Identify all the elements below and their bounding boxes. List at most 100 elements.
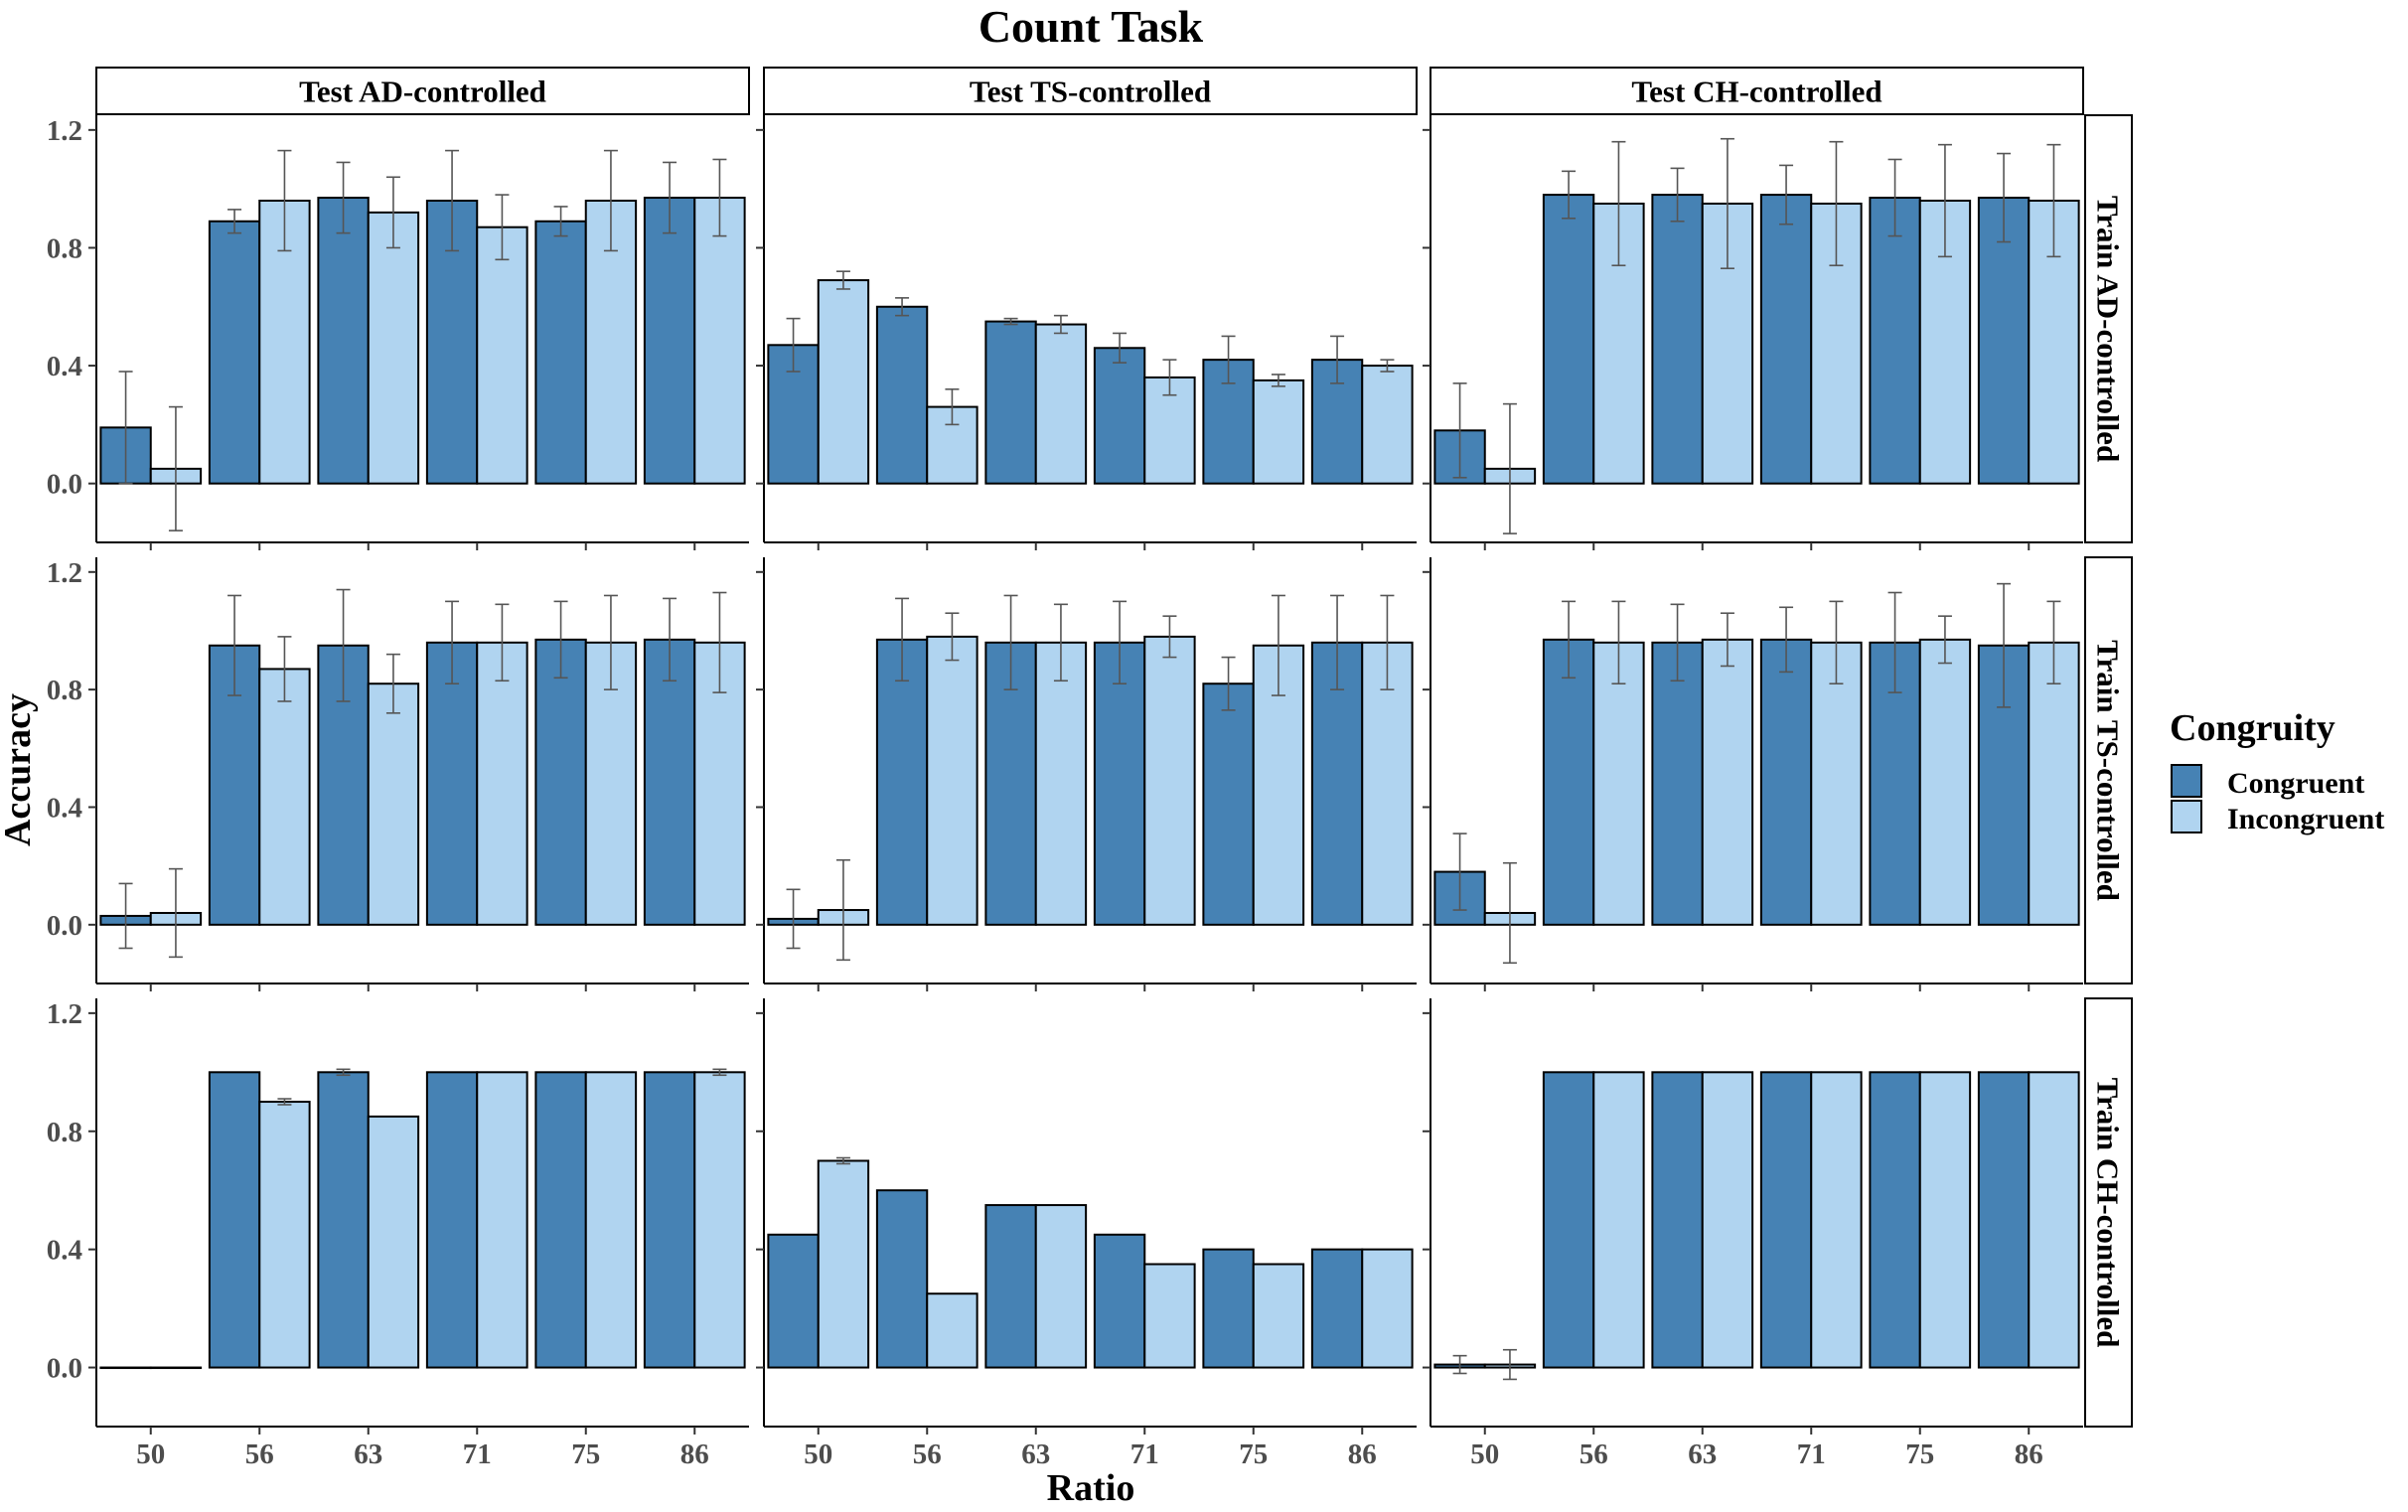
y-axis-r1-c2 bbox=[1423, 557, 1431, 983]
error-bar-congruent-56 bbox=[895, 597, 910, 682]
x-axis-r2-c0: 50 56 63 71 75 86 bbox=[96, 1426, 749, 1470]
col-strip-test-ad-controlled: Test AD-controlled bbox=[95, 67, 750, 115]
error-bar-incongruent-56 bbox=[945, 387, 960, 426]
bar-incongruent-71 bbox=[476, 226, 528, 485]
x-tick-label-86: 86 bbox=[1348, 1438, 1377, 1470]
error-bar-congruent-56 bbox=[227, 594, 242, 696]
y-tick-label: 0.0 bbox=[47, 1353, 82, 1385]
bar-congruent-50 bbox=[99, 1366, 152, 1370]
bar-congruent-50 bbox=[767, 1233, 820, 1369]
x-axis-r0-c1 bbox=[764, 541, 1417, 550]
panel-train-ch-controlled-test-ch-controlled bbox=[1433, 1071, 2080, 1381]
bar-congruent-75 bbox=[1202, 682, 1255, 926]
bar-incongruent-86 bbox=[2028, 1071, 2080, 1369]
bar-congruent-56 bbox=[875, 305, 929, 485]
bar-congruent-86 bbox=[1977, 197, 2031, 485]
x-tick-label-50: 50 bbox=[804, 1438, 832, 1470]
bar-incongruent-63 bbox=[1701, 638, 1754, 926]
x-tick-label-86: 86 bbox=[2015, 1438, 2043, 1470]
bar-incongruent-75 bbox=[1252, 378, 1305, 485]
bar-congruent-86 bbox=[1310, 1248, 1364, 1369]
y-axis-r1-c0: 0.0 0.4 0.8 1.2 bbox=[47, 557, 97, 983]
bar-incongruent-86 bbox=[693, 197, 746, 485]
error-bar-congruent-86 bbox=[1997, 582, 2012, 708]
bar-incongruent-63 bbox=[367, 682, 420, 926]
x-tick-label-71: 71 bbox=[463, 1438, 492, 1470]
error-bar-congruent-86 bbox=[1997, 152, 2012, 243]
bar-congruent-75 bbox=[1869, 197, 1921, 485]
error-bar-incongruent-63 bbox=[385, 176, 400, 249]
x-tick-label-71: 71 bbox=[1797, 1438, 1826, 1470]
panel-train-ts-controlled-test-ts-controlled bbox=[767, 594, 1414, 962]
bar-congruent-63 bbox=[317, 197, 370, 485]
error-bar-congruent-56 bbox=[1562, 600, 1577, 680]
panel-train-ad-controlled-test-ad-controlled bbox=[99, 149, 746, 531]
y-tick-label: 0.0 bbox=[47, 910, 82, 942]
bar-incongruent-50 bbox=[817, 1159, 870, 1369]
row-strip-label: Train CH-controlled bbox=[2091, 1078, 2126, 1348]
error-bar-incongruent-75 bbox=[1937, 615, 1952, 665]
y-axis-r0-c1 bbox=[756, 115, 765, 542]
error-bar-incongruent-86 bbox=[1380, 359, 1395, 373]
bar-incongruent-86 bbox=[2028, 641, 2080, 926]
y-axis-r2-c1 bbox=[756, 998, 765, 1427]
y-axis-r0-c0: 0.0 0.4 0.8 1.2 bbox=[47, 115, 97, 542]
error-bar-congruent-86 bbox=[1330, 335, 1345, 384]
error-bar-congruent-86 bbox=[663, 597, 677, 682]
error-bar-congruent-63 bbox=[1670, 603, 1685, 682]
bar-congruent-71 bbox=[1759, 194, 1813, 485]
error-bar-incongruent-50 bbox=[835, 858, 850, 962]
error-bar-congruent-50 bbox=[1452, 1354, 1467, 1375]
x-tick-label-75: 75 bbox=[571, 1438, 600, 1470]
error-bar-incongruent-86 bbox=[2046, 600, 2061, 685]
bar-congruent-86 bbox=[643, 197, 696, 485]
y-tick-label: 0.0 bbox=[47, 469, 82, 501]
error-bar-congruent-63 bbox=[1003, 317, 1018, 326]
panel-train-ad-controlled-test-ch-controlled bbox=[1433, 137, 2080, 534]
bar-incongruent-86 bbox=[1361, 1248, 1414, 1369]
x-tick-label-86: 86 bbox=[680, 1438, 709, 1470]
error-bar-incongruent-50 bbox=[835, 270, 850, 290]
bar-incongruent-75 bbox=[1252, 1263, 1305, 1369]
error-bar-congruent-75 bbox=[1887, 591, 1902, 693]
legend-title: Congruity bbox=[2170, 707, 2335, 749]
y-tick-label: 0.8 bbox=[47, 1117, 82, 1148]
bar-congruent-71 bbox=[1759, 638, 1813, 926]
row-strip-box bbox=[2084, 997, 2133, 1428]
error-bar-congruent-71 bbox=[445, 600, 460, 685]
error-bar-congruent-50 bbox=[118, 371, 133, 485]
bar-congruent-56 bbox=[208, 1071, 261, 1369]
error-bar-congruent-86 bbox=[1330, 594, 1345, 690]
bar-incongruent-56 bbox=[926, 1292, 978, 1369]
bar-incongruent-50 bbox=[817, 279, 870, 485]
y-axis-r1-c1 bbox=[756, 557, 765, 983]
error-bar-incongruent-50 bbox=[1502, 402, 1517, 534]
col-strip-label: Test TS-controlled bbox=[970, 75, 1211, 109]
error-bar-incongruent-75 bbox=[603, 594, 618, 690]
error-bar-incongruent-50 bbox=[168, 867, 183, 959]
bar-incongruent-56 bbox=[258, 668, 311, 926]
y-tick-label: 1.2 bbox=[47, 115, 82, 147]
bar-congruent-56 bbox=[1542, 638, 1595, 926]
col-strip-label: Test AD-controlled bbox=[299, 75, 546, 109]
bar-congruent-56 bbox=[875, 638, 929, 926]
error-bar-congruent-56 bbox=[895, 297, 910, 317]
error-bar-congruent-63 bbox=[1003, 594, 1018, 690]
error-bar-congruent-75 bbox=[1221, 656, 1236, 711]
row-strip-box bbox=[2084, 556, 2133, 984]
x-axis-r0-c2 bbox=[1430, 541, 2083, 550]
bar-incongruent-75 bbox=[1918, 638, 1972, 926]
bar-congruent-86 bbox=[643, 638, 696, 926]
error-bar-congruent-71 bbox=[1113, 332, 1128, 364]
bar-congruent-63 bbox=[984, 1204, 1037, 1369]
error-bar-congruent-63 bbox=[336, 588, 351, 702]
x-tick-label-56: 56 bbox=[1580, 1438, 1608, 1470]
bar-incongruent-86 bbox=[1361, 365, 1414, 485]
x-tick-label-75: 75 bbox=[1905, 1438, 1934, 1470]
col-strip-box bbox=[95, 67, 750, 115]
x-axis-title: Ratio bbox=[1047, 1467, 1135, 1509]
y-axis-r2-c2 bbox=[1423, 998, 1431, 1427]
error-bar-congruent-50 bbox=[1452, 382, 1467, 479]
chart-title: Count Task bbox=[978, 1, 1204, 52]
bar-incongruent-71 bbox=[476, 641, 528, 926]
